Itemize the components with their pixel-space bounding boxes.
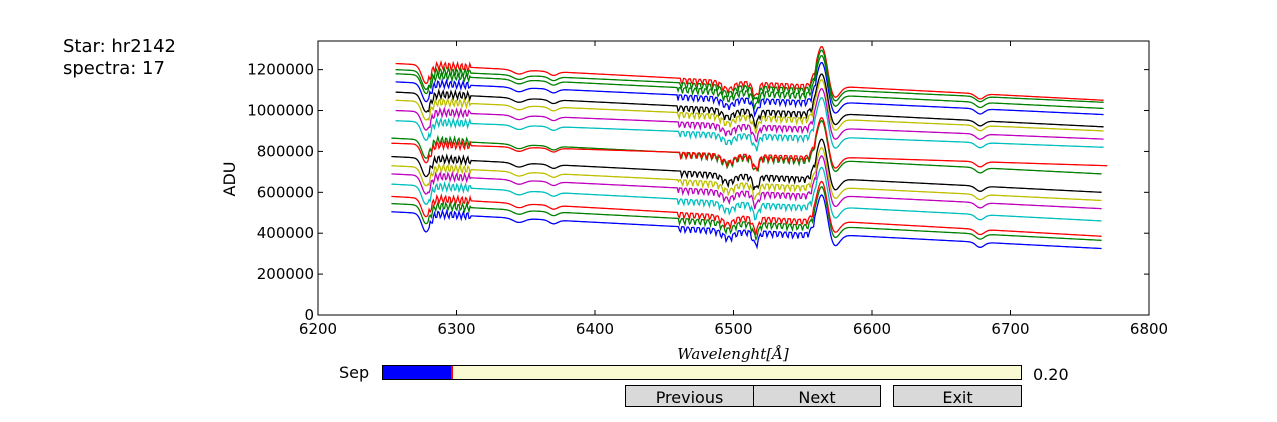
x-tick-label-6: 6800 (1130, 320, 1168, 338)
y-tick-label-2: 400000 (257, 224, 314, 242)
x-tick-label-3: 6500 (714, 320, 752, 338)
spectrum-line-8 (391, 116, 1108, 173)
next-button[interactable]: Next (753, 385, 881, 407)
spectrum-line-14 (395, 55, 1104, 110)
spectrum-line-1 (391, 186, 1102, 242)
x-tick-label-2: 6400 (576, 320, 614, 338)
spectrum-line-3 (391, 166, 1102, 222)
x-tick-label-0: 6200 (299, 320, 337, 338)
star-info: Star: hr2142 spectra: 17 (63, 36, 176, 80)
y-tick-label-3: 600000 (257, 183, 314, 201)
spectrum-line-12 (395, 73, 1104, 130)
spectrum-line-6 (391, 138, 1102, 193)
spectrum-line-11 (395, 79, 1104, 134)
spectrum-line-16 (395, 49, 1104, 104)
spectrum-line-2 (391, 180, 1102, 237)
x-axis-label: Wavelenght[Å] (677, 345, 789, 363)
sep-slider-fill[interactable] (383, 366, 454, 379)
y-tick-label-1: 200000 (257, 265, 314, 283)
spectrum-line-4 (391, 155, 1102, 210)
spectrum-line-10 (395, 88, 1104, 143)
exit-button[interactable]: Exit (893, 385, 1022, 407)
star-name-label: Star: hr2142 (63, 36, 177, 57)
spectrum-line-5 (391, 146, 1102, 202)
spectrum-line-9 (395, 97, 1104, 152)
y-axis-label: ADU (220, 162, 239, 197)
y-tick-label-0: 0 (304, 306, 314, 324)
y-tick-label-6: 1200000 (247, 61, 314, 79)
y-tick-label-5: 1000000 (247, 102, 314, 120)
spectrum-line-15 (395, 46, 1104, 101)
series-layer (391, 46, 1108, 250)
sep-slider[interactable] (382, 365, 1022, 380)
axes-layer: 6200 6300 6400 6500 6600 6700 6800 0 200000 40000… (247, 41, 1168, 338)
x-tick-label-5: 6700 (991, 320, 1029, 338)
x-tick-label-1: 6300 (437, 320, 475, 338)
y-tick-label-4: 800000 (257, 142, 314, 160)
spectrum-line-0 (391, 194, 1102, 250)
x-tick-label-4: 6600 (853, 320, 891, 338)
spectrum-line-13 (395, 61, 1104, 118)
spectra-count-label: spectra: 17 (63, 58, 165, 79)
previous-button[interactable]: Previous (625, 385, 754, 407)
